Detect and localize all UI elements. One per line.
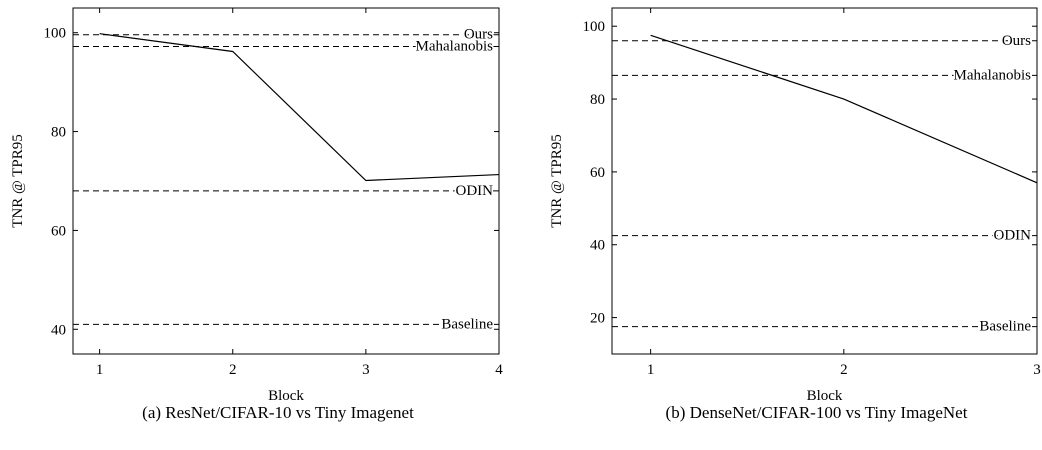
y-tick-label: 60 <box>590 165 605 181</box>
reference-label-mahalanobis: Mahalanobis <box>954 67 1032 83</box>
plot-frame <box>611 7 1038 355</box>
reference-label-ours: Ours <box>1002 33 1031 49</box>
reference-label-baseline: Baseline <box>979 319 1031 335</box>
y-tick-label: 60 <box>51 223 66 239</box>
x-axis-label: Block <box>807 388 843 404</box>
x-tick-label: 1 <box>647 362 655 378</box>
panel-b: 1 2 3 20 40 60 80 100 Ours Mahalanobis ODIN Baselin… <box>549 7 1041 422</box>
plot-frame <box>72 7 500 355</box>
y-tick-label: 100 <box>583 19 606 35</box>
panel-caption: (b) DenseNet/CIFAR-100 vs Tiny ImageNet <box>666 403 968 422</box>
y-tick-label: 80 <box>590 92 605 108</box>
x-tick-label: 1 <box>96 362 104 378</box>
x-tick-label: 2 <box>840 362 848 378</box>
y-tick-label: 80 <box>51 125 66 141</box>
reference-label-odin: ODIN <box>994 228 1032 244</box>
reference-label-odin: ODIN <box>456 183 494 199</box>
reference-label-baseline: Baseline <box>441 316 493 332</box>
series-line <box>99 33 500 182</box>
y-axis-label: TNR @ TPR95 <box>549 134 565 228</box>
y-axis-label: TNR @ TPR95 <box>10 134 26 228</box>
y-tick-label: 40 <box>51 322 66 338</box>
x-axis-label: Block <box>268 388 304 404</box>
y-tick-label: 20 <box>590 311 605 327</box>
x-tick-label: 3 <box>362 362 370 378</box>
x-tick-label: 3 <box>1033 362 1041 378</box>
reference-label-ours: Ours <box>464 27 493 43</box>
series-line <box>650 34 1038 184</box>
reference-label-mahalanobis: Mahalanobis <box>416 39 494 55</box>
panel-caption: (a) ResNet/CIFAR-10 vs Tiny Imagenet <box>142 403 414 422</box>
y-tick-label: 40 <box>590 238 605 254</box>
x-tick-label: 4 <box>495 362 503 378</box>
y-tick-label: 100 <box>44 26 67 42</box>
x-tick-label: 2 <box>229 362 237 378</box>
